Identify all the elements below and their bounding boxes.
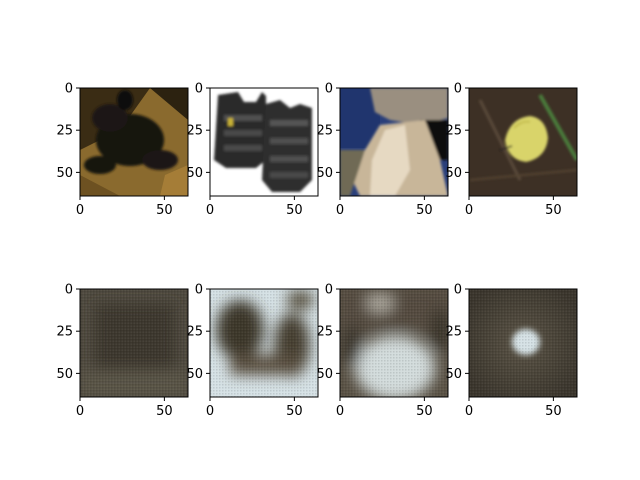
y-tick-label: 25 (445, 124, 462, 139)
y-tick-label: 50 (445, 367, 462, 382)
axes-frame (209, 288, 319, 398)
axes-layer: 0 50 0 25 50 0 50 0 25 50 0 50 0 25 50 0 50 0 25 50 0 50 0 25 50… (56, 82, 578, 419)
y-tick-label: 0 (65, 283, 73, 298)
y-tick-label: 50 (316, 367, 333, 382)
x-tick-label: 0 (336, 203, 344, 218)
x-tick-label: 50 (286, 404, 303, 419)
x-tick-label: 0 (206, 404, 214, 419)
panel-vests-image (210, 88, 318, 196)
x-tick-label: 0 (76, 404, 84, 419)
y-tick-label: 0 (325, 283, 333, 298)
x-tick-label: 0 (206, 203, 214, 218)
axes-frame (209, 87, 319, 197)
axes-panel-6: 0 50 0 25 50 (186, 283, 319, 419)
x-tick-label: 0 (465, 404, 473, 419)
axes-frame (339, 288, 449, 398)
panel-dog-image (80, 88, 188, 196)
y-tick-label: 50 (56, 166, 73, 181)
panel-recon-dog-image (80, 289, 188, 397)
y-tick-label: 25 (445, 325, 462, 340)
axes-frame (468, 87, 578, 197)
y-tick-label: 0 (195, 82, 203, 97)
x-tick-label: 0 (336, 404, 344, 419)
axes-frame (79, 87, 189, 197)
y-tick-label: 25 (316, 124, 333, 139)
y-tick-label: 25 (186, 124, 203, 139)
y-tick-label: 50 (186, 166, 203, 181)
y-tick-label: 25 (56, 124, 73, 139)
axes-panel-2: 0 50 0 25 50 (186, 82, 319, 218)
x-tick-label: 50 (286, 203, 303, 218)
x-tick-label: 50 (545, 404, 562, 419)
y-tick-label: 50 (316, 166, 333, 181)
y-tick-label: 0 (195, 283, 203, 298)
y-tick-label: 50 (56, 367, 73, 382)
axes-panel-8: 0 50 0 25 50 (445, 283, 578, 419)
axes-panel-1: 0 50 0 25 50 (56, 82, 189, 218)
y-tick-label: 25 (316, 325, 333, 340)
x-tick-label: 50 (156, 404, 173, 419)
x-tick-label: 0 (76, 203, 84, 218)
y-tick-label: 50 (445, 166, 462, 181)
axes-panel-7: 0 50 0 25 50 (316, 283, 449, 419)
axes-panel-5: 0 50 0 25 50 (56, 283, 189, 419)
x-tick-label: 50 (416, 203, 433, 218)
axes-frame (468, 288, 578, 398)
x-tick-label: 50 (156, 203, 173, 218)
y-tick-label: 0 (65, 82, 73, 97)
axes-frame (339, 87, 449, 197)
x-tick-label: 0 (465, 203, 473, 218)
panel-recon-butterfly-image (469, 289, 577, 397)
panel-recon-cliff-image (340, 289, 448, 397)
x-tick-label: 50 (416, 404, 433, 419)
panel-recon-vests-image (210, 289, 318, 397)
y-tick-label: 0 (454, 283, 462, 298)
y-tick-label: 50 (186, 367, 203, 382)
axes-panel-3: 0 50 0 25 50 (316, 82, 449, 218)
panel-cliff-image (340, 88, 448, 196)
axes-frame (79, 288, 189, 398)
y-tick-label: 0 (454, 82, 462, 97)
y-tick-label: 25 (56, 325, 73, 340)
x-tick-label: 50 (545, 203, 562, 218)
y-tick-label: 0 (325, 82, 333, 97)
axes-panel-4: 0 50 0 25 50 (445, 82, 578, 218)
y-tick-label: 25 (186, 325, 203, 340)
panel-butterfly-image (469, 88, 577, 196)
